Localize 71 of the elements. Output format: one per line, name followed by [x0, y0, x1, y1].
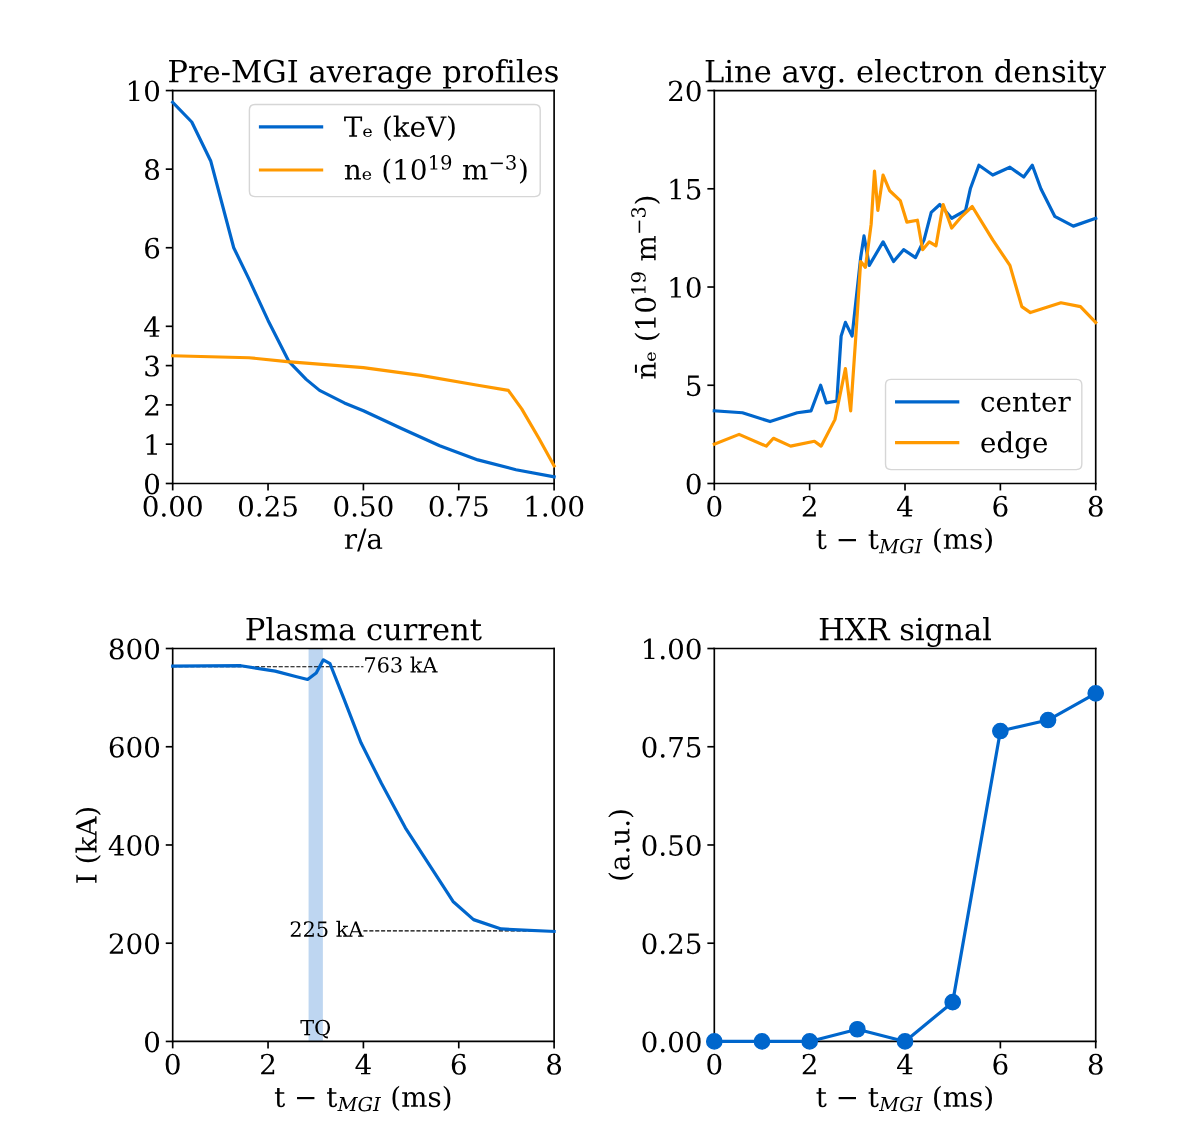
ref-line-label: 225 kA — [290, 920, 364, 937]
x-tick-label: 0.25 — [238, 495, 297, 517]
x-tick-label: 4 — [897, 495, 913, 517]
y-axis-title: I (kA) — [75, 807, 101, 883]
y-tick-label: 0 — [145, 1031, 160, 1053]
y-tick-label: 0 — [145, 473, 160, 495]
y-tick-label: 0.25 — [642, 933, 701, 955]
y-tick-label: 15 — [670, 178, 701, 200]
y-tick-label: 600 — [109, 736, 160, 758]
line-series — [171, 354, 556, 468]
y-tick-label: 6 — [145, 237, 160, 259]
y-tick-label: 0.00 — [642, 1031, 701, 1053]
y-tick-label: 1 — [146, 434, 157, 455]
x-tick-label: 0 — [707, 1053, 722, 1075]
line-series — [171, 100, 556, 479]
x-tick-label: 4 — [897, 1053, 913, 1075]
x-tick-label: 2 — [802, 495, 816, 517]
x-axis-title: r/a — [344, 528, 383, 552]
chart-title: Line avg. electron density — [705, 59, 1106, 90]
x-axis-title: t − t$_{MGI}$ (ms) — [816, 1085, 992, 1112]
point — [849, 1020, 866, 1038]
point — [992, 722, 1009, 740]
y-tick-label: 3 — [145, 355, 159, 377]
y-tick-label: 10 — [670, 276, 701, 298]
point — [1087, 684, 1105, 702]
chart-title: Plasma current — [246, 616, 482, 641]
x-tick-label: 8 — [1088, 1053, 1103, 1075]
x-tick-label: 6 — [993, 495, 1008, 517]
x-tick-label: 8 — [1088, 495, 1103, 517]
legend-label: nₑ (10$^{19}$ m$^{−3}$) — [344, 155, 527, 184]
y-tick-label: 0.50 — [642, 834, 701, 856]
x-axis-title: t − t$_{MGI}$ (ms) — [274, 1085, 451, 1112]
y-tick-label: 0 — [686, 473, 701, 495]
y-axis-title: (a.u.) — [608, 810, 634, 880]
legend-label: center — [981, 392, 1071, 412]
y-tick-label: 2 — [145, 394, 159, 416]
y-tick-label: 8 — [145, 159, 160, 181]
x-tick-label: 8 — [547, 1053, 562, 1075]
x-tick-label: 0.50 — [334, 495, 393, 517]
legend-label: Tₑ (keV) — [344, 115, 455, 141]
x-axis-title: t − t$_{MGI}$ (ms) — [816, 527, 992, 554]
y-tick-label: 20 — [669, 80, 701, 102]
point — [896, 1033, 914, 1050]
chart-title: HXR signal — [819, 616, 991, 647]
point — [705, 1033, 723, 1050]
legend-label: edge — [981, 431, 1048, 459]
x-tick-label: 4 — [355, 1053, 371, 1075]
point — [801, 1033, 818, 1050]
y-tick-label: 1.00 — [644, 638, 701, 660]
y-tick-label: 200 — [109, 933, 160, 955]
y-tick-label: 5 — [687, 375, 701, 397]
x-tick-label: 0 — [165, 1053, 180, 1075]
point — [944, 993, 962, 1011]
x-tick-label: 1.00 — [526, 495, 584, 517]
point — [753, 1033, 771, 1050]
x-tick-label: 6 — [993, 1053, 1008, 1075]
y-tick-label: 400 — [108, 834, 160, 856]
x-tick-label: 2 — [261, 1053, 275, 1075]
ref-line-label: 763 kA — [365, 656, 438, 673]
y-tick-label: 0.75 — [642, 736, 701, 758]
x-tick-label: 2 — [802, 1053, 816, 1075]
chart-title: Pre-MGI average profiles — [169, 59, 558, 90]
point — [1039, 711, 1057, 729]
y-tick-label: 4 — [144, 316, 160, 337]
x-tick-label: 6 — [451, 1053, 466, 1075]
band-label: TQ — [300, 1019, 331, 1039]
y-tick-label: 10 — [128, 80, 160, 102]
x-tick-label: 0 — [707, 495, 722, 517]
y-tick-label: 800 — [109, 638, 160, 660]
x-tick-label: 0.75 — [429, 495, 488, 517]
y-axis-title: n̄ₑ (10$^{19}$ m$^{−3}$) — [631, 196, 660, 379]
